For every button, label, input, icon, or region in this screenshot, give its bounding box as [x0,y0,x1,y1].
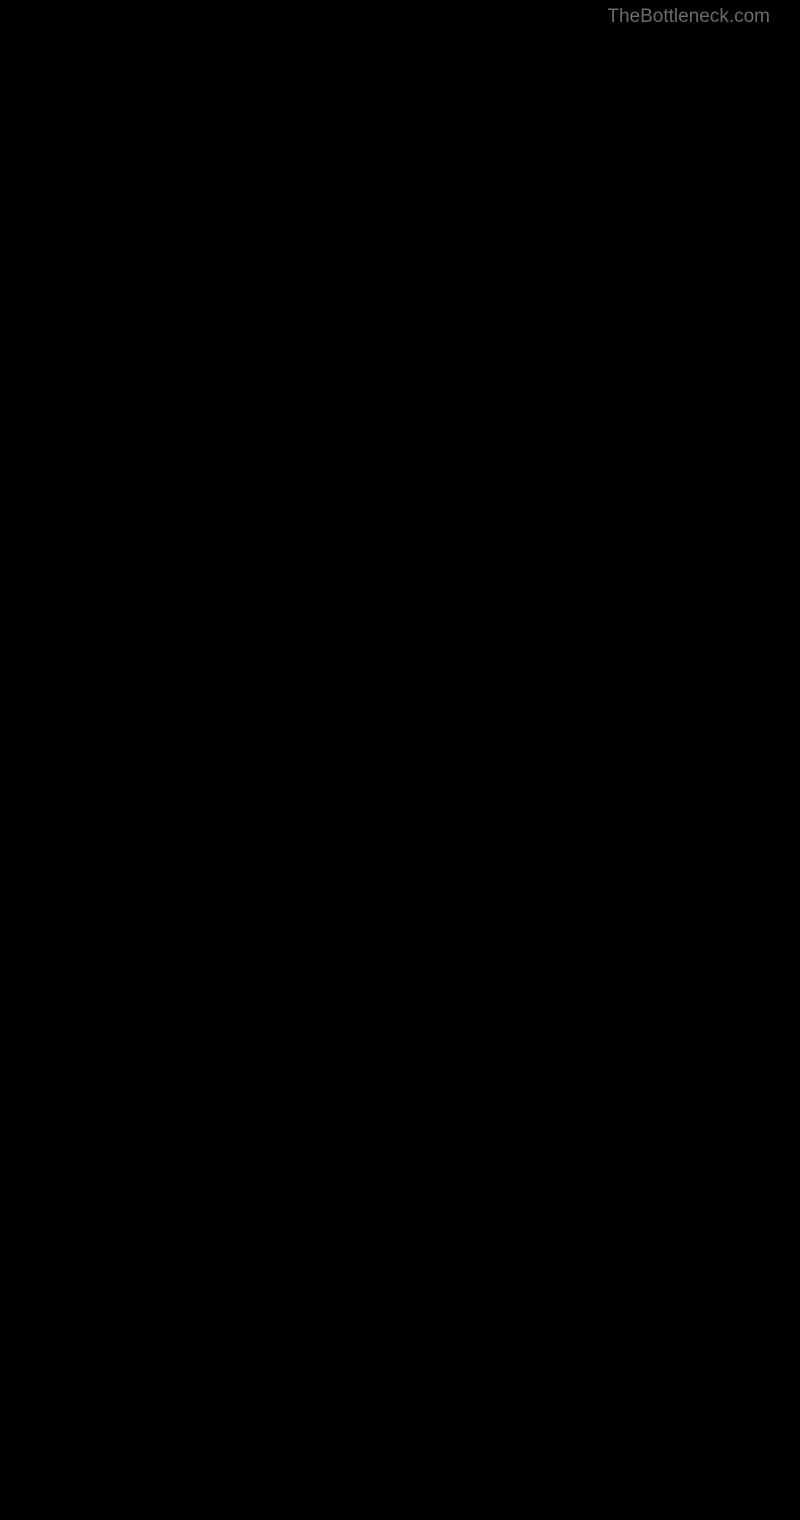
plot-outer-frame [40,30,767,775]
heatmap-canvas [40,30,767,775]
crosshair-horizontal [40,540,767,541]
plot-area [40,30,767,775]
watermark: TheBottleneck.com [607,6,770,28]
crosshair-vertical [256,775,257,1520]
crosshair-marker [251,535,261,545]
